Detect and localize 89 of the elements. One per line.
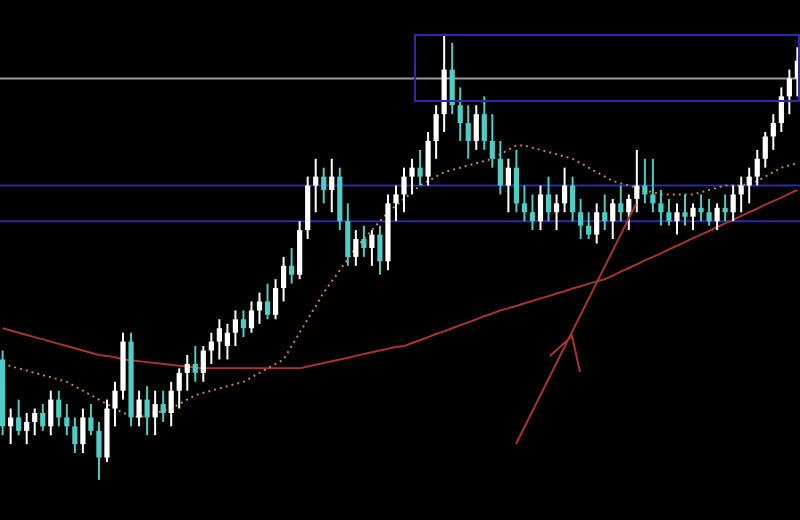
candlestick xyxy=(650,157,656,214)
candlestick xyxy=(160,389,166,423)
candlestick xyxy=(569,175,576,223)
candlestick xyxy=(441,32,447,134)
candlestick xyxy=(216,318,222,361)
candlestick xyxy=(136,389,142,428)
candlestick xyxy=(786,68,792,116)
candlestick xyxy=(537,184,544,232)
candlestick xyxy=(417,148,423,187)
candlestick xyxy=(714,202,720,232)
candlestick xyxy=(16,398,22,437)
candlestick xyxy=(521,184,528,223)
candlestick xyxy=(634,148,640,214)
candlestick xyxy=(200,345,206,383)
candlestick xyxy=(345,202,351,267)
candlestick xyxy=(353,229,359,267)
candlestick xyxy=(224,322,231,361)
candlestick xyxy=(96,420,102,481)
candlestick xyxy=(248,300,255,334)
candlestick xyxy=(690,202,696,232)
candlestick xyxy=(272,278,279,321)
candlestick xyxy=(48,389,54,437)
candlestick xyxy=(232,309,239,348)
candlestick xyxy=(192,345,198,383)
candlestick xyxy=(280,255,287,303)
candlestick xyxy=(473,104,479,151)
candlestick xyxy=(305,175,311,241)
candlestick xyxy=(706,197,712,227)
candlestick xyxy=(176,367,182,410)
candlestick xyxy=(240,309,247,339)
candlestick xyxy=(489,113,495,169)
candlestick xyxy=(746,166,752,205)
candlestick xyxy=(586,211,592,241)
candlestick xyxy=(553,193,560,232)
candlestick xyxy=(80,407,86,455)
candlestick xyxy=(481,95,487,151)
candlestick xyxy=(545,175,552,223)
candlestick xyxy=(361,224,367,258)
candlestick xyxy=(64,403,70,437)
candlestick xyxy=(698,193,704,223)
candlestick xyxy=(770,113,776,151)
candlestick xyxy=(594,202,600,245)
candlestick xyxy=(32,407,38,437)
candlestick xyxy=(666,197,672,227)
candlestick xyxy=(337,166,343,232)
candlestick xyxy=(184,353,190,392)
candlestick xyxy=(112,380,118,428)
candlestick xyxy=(329,157,335,214)
candlestick xyxy=(497,139,503,196)
candlestick xyxy=(513,148,520,214)
candlestick xyxy=(626,193,632,232)
candlestick xyxy=(505,157,511,214)
candlestick xyxy=(313,157,319,214)
candlestick xyxy=(602,193,608,232)
candlestick xyxy=(610,197,616,241)
candlestick xyxy=(425,131,431,187)
candlestick xyxy=(321,166,327,205)
candlestick xyxy=(578,197,584,241)
candlestick xyxy=(377,224,383,276)
candlestick xyxy=(529,193,536,232)
candlestick xyxy=(409,157,415,196)
candlestick xyxy=(144,385,150,437)
candlestick xyxy=(56,389,62,428)
candlestick xyxy=(256,291,263,325)
candlestick xyxy=(465,104,471,160)
candlestick xyxy=(762,131,768,169)
candlestick xyxy=(72,416,78,455)
candlestick xyxy=(658,188,664,227)
candlestick xyxy=(24,411,30,446)
candlestick xyxy=(754,148,760,187)
candlestick xyxy=(88,403,94,437)
candlestick xyxy=(561,166,568,214)
candlestick xyxy=(393,184,399,223)
candlestick xyxy=(264,282,271,321)
candlestick xyxy=(618,184,624,223)
candlestick xyxy=(433,104,439,160)
candlestick xyxy=(682,193,688,227)
candlestick xyxy=(401,166,407,214)
candlestick xyxy=(40,403,46,432)
candlestick xyxy=(674,202,680,236)
candlestick xyxy=(152,389,158,437)
candlestick xyxy=(168,380,174,428)
candlestick xyxy=(369,229,375,267)
candlestick xyxy=(297,220,303,281)
candlestick xyxy=(289,246,295,285)
candlestick xyxy=(8,407,14,446)
candlestick xyxy=(208,331,214,365)
candlestick xyxy=(457,86,463,142)
candlestick xyxy=(730,184,736,223)
